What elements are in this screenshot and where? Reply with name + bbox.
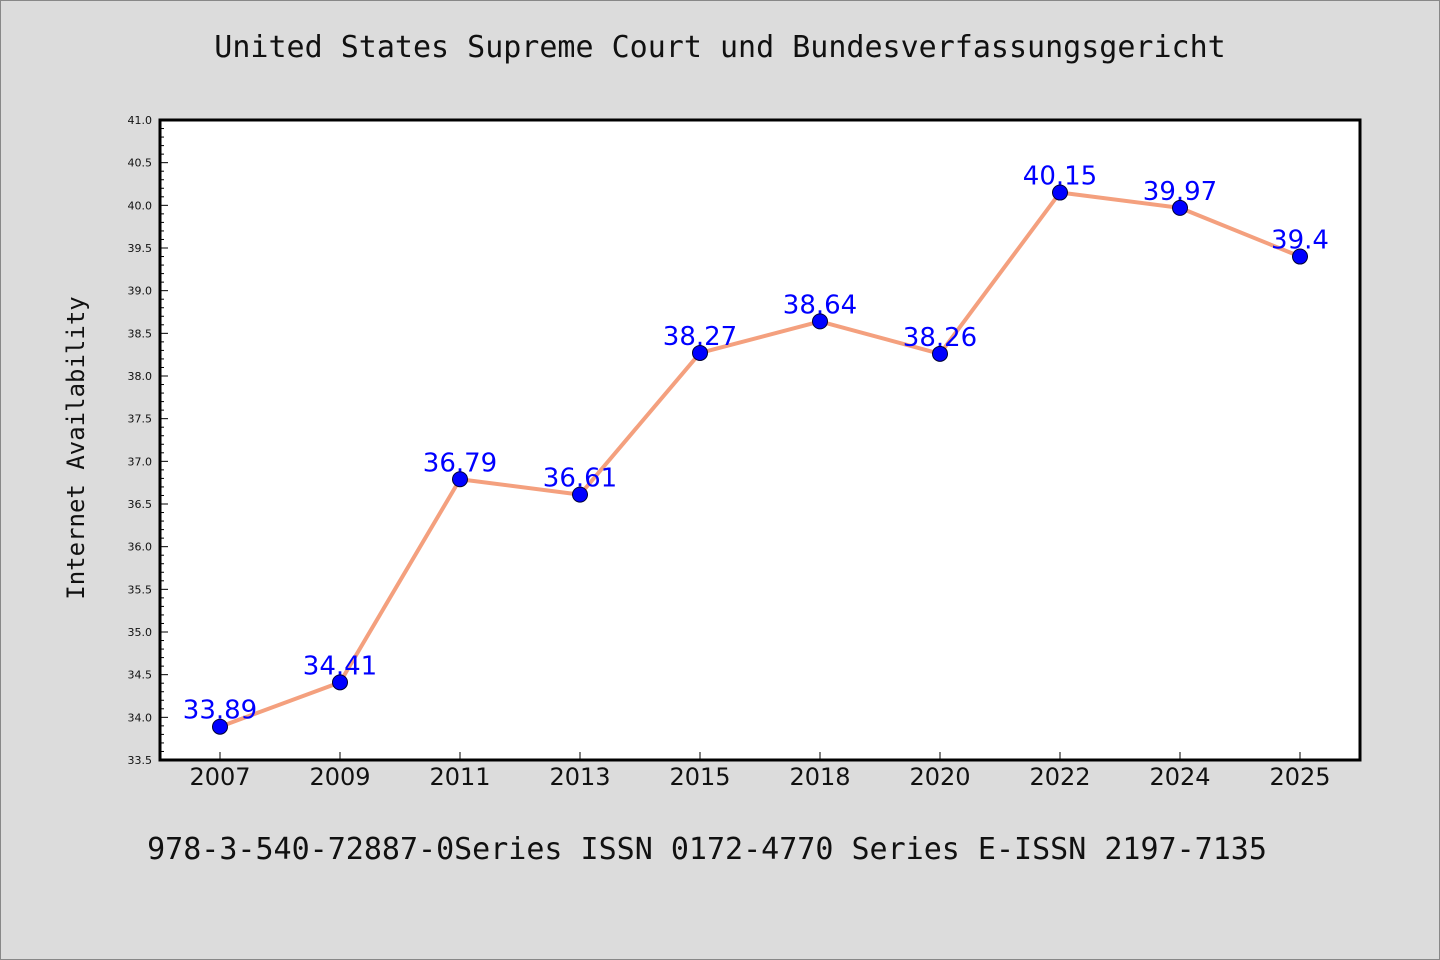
isbn-caption: 978-3-540-72887-0Series ISSN 0172-4770 S…: [147, 832, 1267, 867]
data-point: [692, 344, 708, 361]
data-point: [1292, 248, 1308, 265]
x-tick-label: 2020: [909, 763, 970, 791]
data-point: [812, 313, 828, 330]
y-tick-label: 36.5: [128, 498, 153, 511]
data-label: 39.97: [1143, 177, 1217, 207]
data-point: [212, 718, 228, 735]
plot-border: [158, 118, 1362, 762]
x-tick-label: 2022: [1029, 763, 1090, 791]
y-tick-label: 35.0: [128, 626, 153, 639]
chart-title: United States Supreme Court und Bundesve…: [214, 30, 1226, 65]
y-tick-label: 38.0: [128, 370, 153, 383]
y-tick-label: 34.5: [128, 669, 153, 682]
x-tick-label: 2007: [189, 763, 250, 791]
data-label: 39.4: [1271, 226, 1329, 256]
data-label: 36.61: [543, 464, 617, 494]
x-tick-label: 2024: [1149, 763, 1210, 791]
data-point: [932, 345, 948, 362]
series-line: [219, 190, 1301, 729]
data-point: [1172, 199, 1188, 216]
y-tick-label: 36.0: [128, 541, 153, 554]
x-tick-label: 2015: [669, 763, 730, 791]
data-label: 33.89: [183, 696, 257, 726]
data-label: 40.15: [1023, 162, 1097, 192]
data-label: 38.27: [663, 322, 737, 352]
y-tick-label: 39.0: [128, 285, 153, 298]
data-point: [452, 471, 468, 488]
data-label: 38.26: [903, 323, 977, 353]
data-label: 38.64: [783, 290, 857, 320]
y-tick-label: 41.0: [128, 114, 153, 127]
y-tick-label: 37.5: [128, 413, 153, 426]
data-point: [572, 486, 588, 503]
data-label: 36.79: [423, 448, 497, 478]
y-tick-label: 38.5: [128, 327, 153, 340]
data-point: [1052, 184, 1068, 201]
y-tick-label: 37.0: [128, 455, 153, 468]
y-tick-label: 40.0: [128, 199, 153, 212]
y-tick-label: 40.5: [128, 157, 153, 170]
x-tick-label: 2018: [789, 763, 850, 791]
data-label: 34.41: [303, 651, 377, 681]
x-tick-label: 2011: [429, 763, 490, 791]
x-tick-label: 2025: [1269, 763, 1330, 791]
x-tick-label: 2013: [549, 763, 610, 791]
y-tick-label: 33.5: [128, 754, 153, 767]
x-tick-label: 2009: [309, 763, 370, 791]
y-tick-label: 34.0: [128, 711, 153, 724]
y-tick-label: 35.5: [128, 583, 153, 596]
plot-area: [160, 120, 1360, 760]
data-point: [332, 674, 348, 691]
y-tick-label: 39.5: [128, 242, 153, 255]
